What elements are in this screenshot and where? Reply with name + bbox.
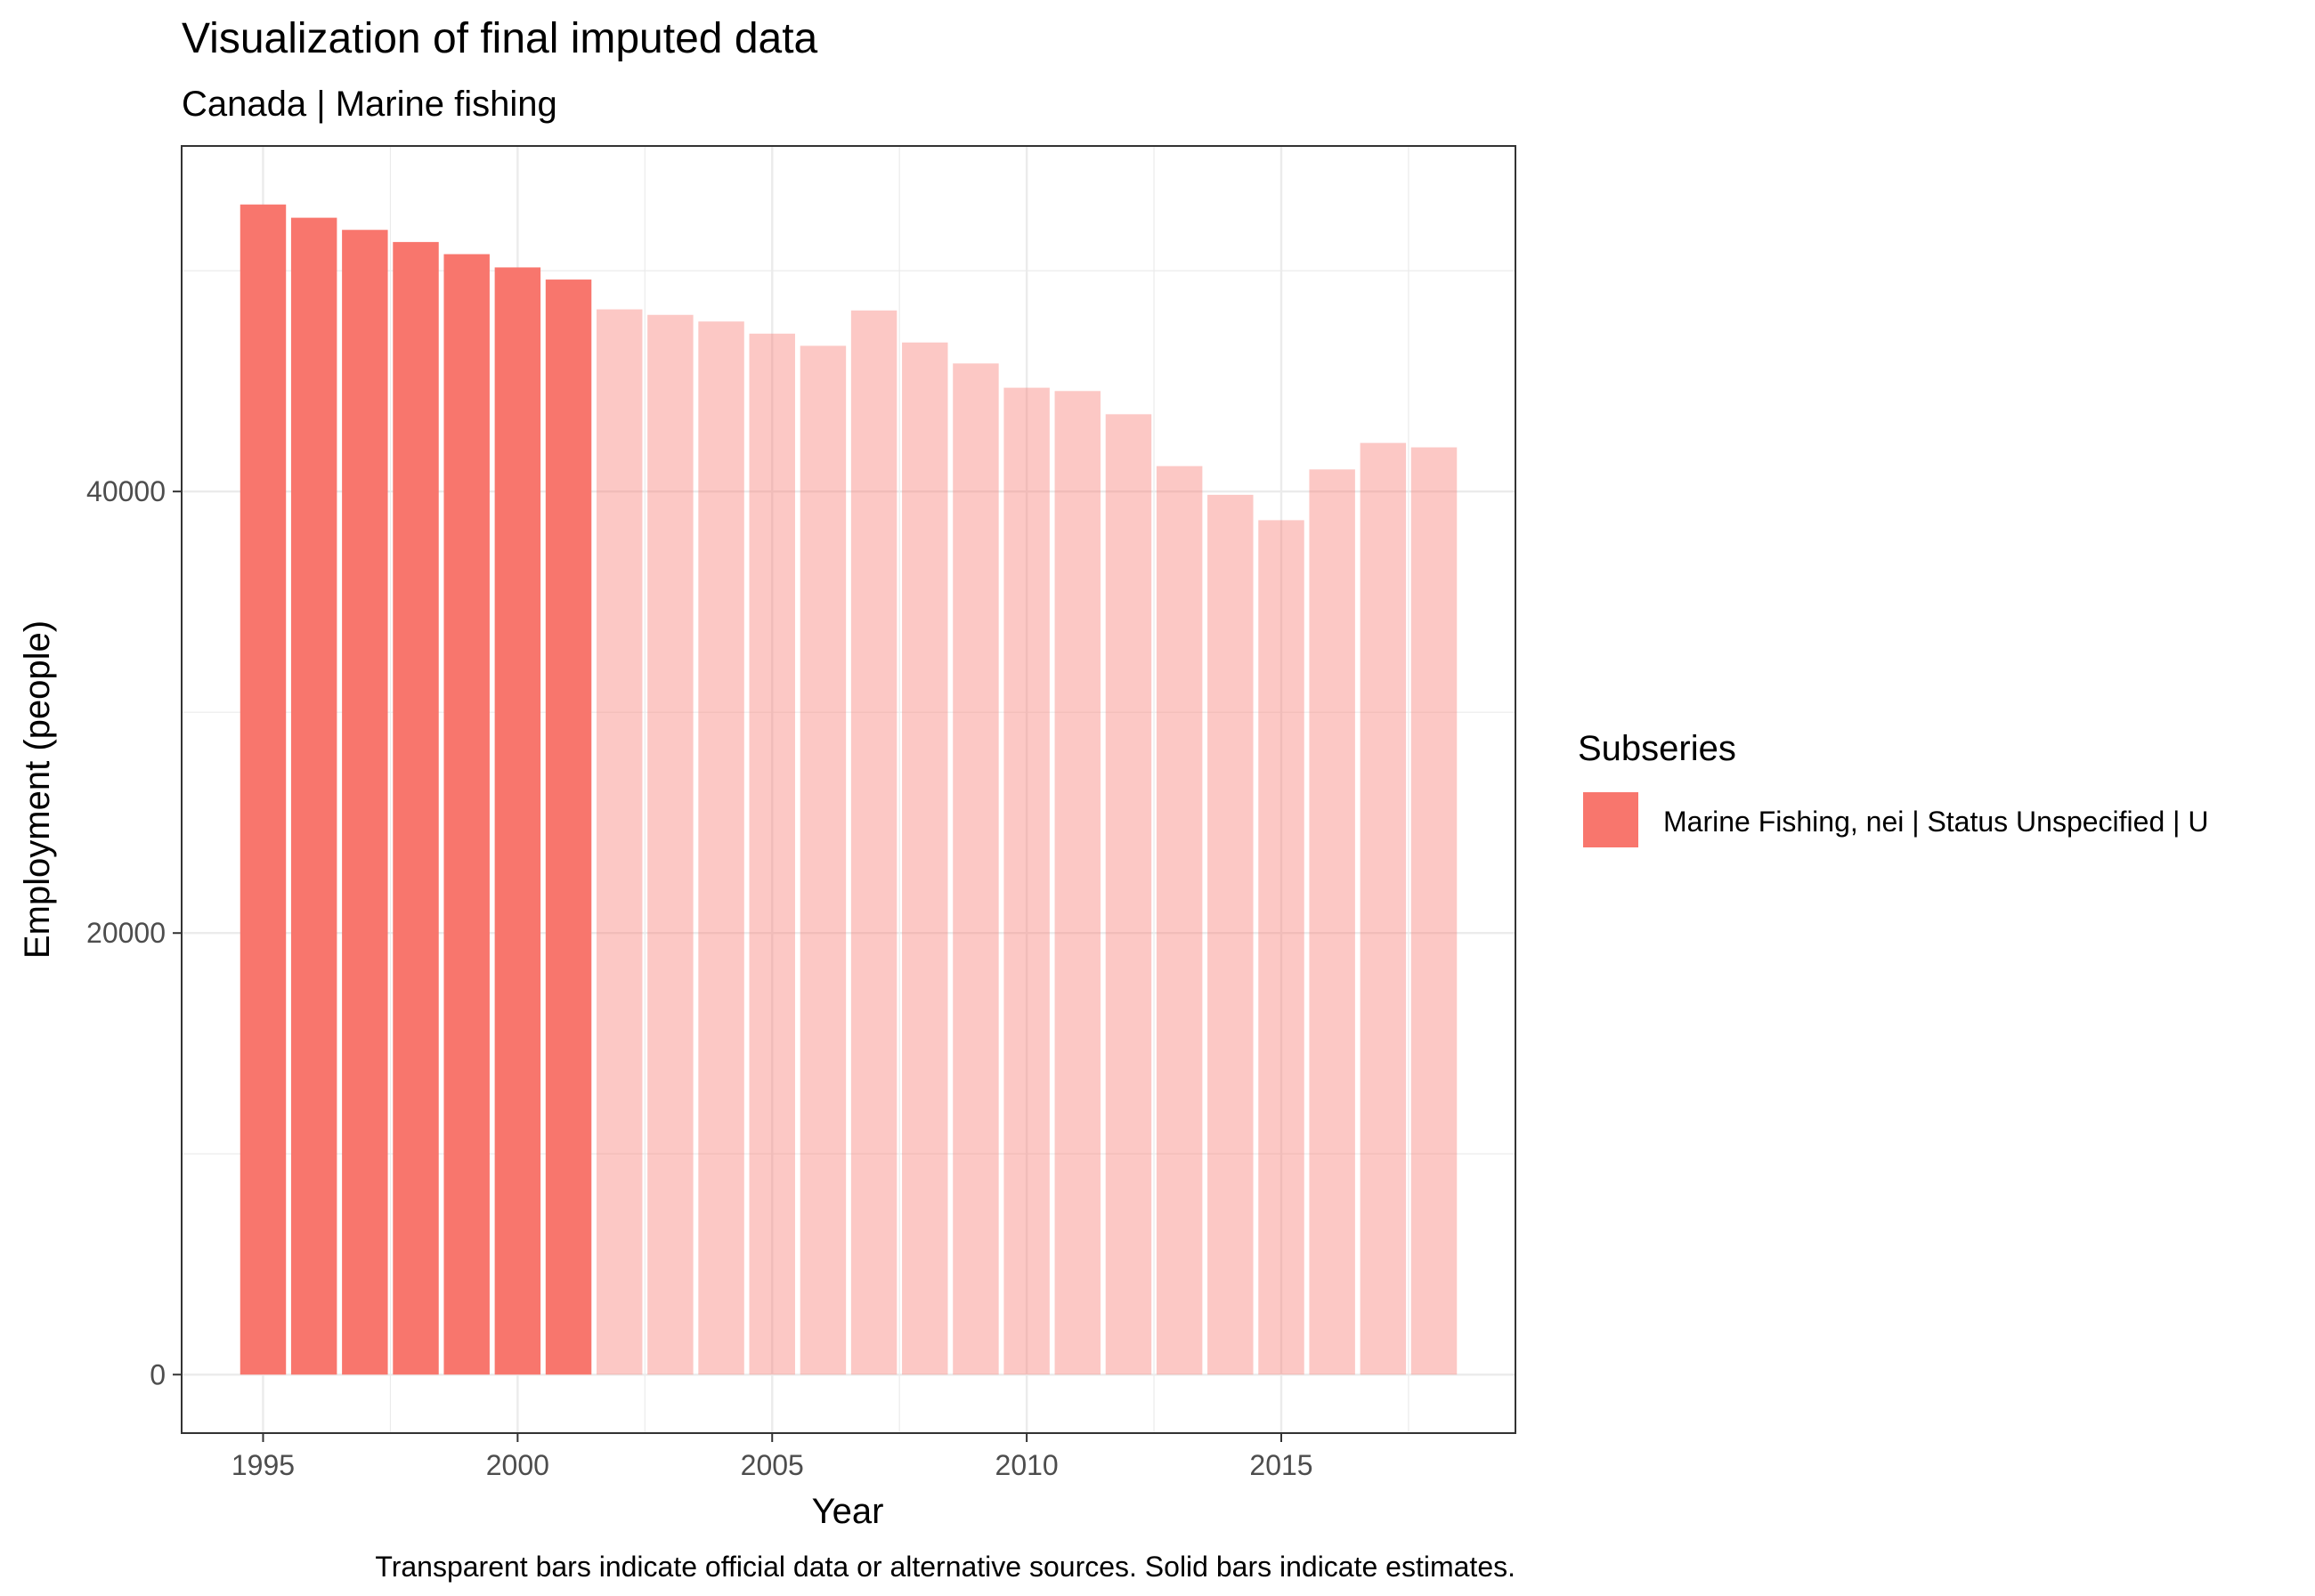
chart-subtitle: Canada | Marine fishing: [182, 85, 557, 124]
bar-2018: [1410, 447, 1458, 1375]
bar-2017: [1360, 442, 1407, 1375]
bar-1999: [443, 254, 490, 1375]
x-tick-label: 2005: [741, 1449, 804, 1481]
bar-2004: [698, 321, 744, 1375]
y-tick-label: 40000: [86, 475, 166, 507]
bar-1997: [342, 230, 388, 1375]
bars: [240, 204, 1458, 1375]
bar-2016: [1309, 469, 1355, 1375]
bar-2008: [902, 342, 948, 1375]
bar-2006: [800, 345, 847, 1375]
y-axis-title: Employment (people): [18, 620, 57, 959]
legend-title: Subseries: [1578, 729, 1736, 768]
bar-2009: [953, 363, 999, 1375]
y-tick-label: 20000: [86, 917, 166, 949]
x-tick-label: 2015: [1249, 1449, 1312, 1481]
bar-1995: [240, 204, 287, 1375]
chart-title: Visualization of final imputed data: [182, 15, 818, 62]
legend-key-swatch: [1583, 792, 1638, 847]
bar-2012: [1105, 414, 1152, 1375]
chart-caption: Transparent bars indicate official data …: [375, 1551, 1515, 1583]
bar-2003: [647, 314, 694, 1375]
bar-2007: [850, 310, 898, 1375]
legend-entry-label: Marine Fishing, nei | Status Unspecified…: [1663, 806, 2208, 838]
x-tick-label: 2000: [486, 1449, 549, 1481]
bar-2002: [596, 309, 643, 1375]
bar-1998: [393, 241, 439, 1375]
plot-panel: [181, 145, 1516, 1434]
legend: Subseries Marine Fishing, nei | Status U…: [1578, 729, 2208, 847]
bar-2000: [494, 267, 541, 1375]
bar-2010: [1003, 387, 1050, 1375]
bar-2001: [545, 280, 592, 1375]
bar-2014: [1207, 494, 1254, 1375]
bar-2013: [1156, 466, 1203, 1375]
y-tick-label: 0: [150, 1358, 166, 1390]
bar-1996: [290, 217, 337, 1375]
bar-2005: [749, 333, 795, 1375]
panel-border: [181, 145, 1516, 1434]
y-axis: 0 20000 40000: [86, 475, 182, 1390]
x-tick-label: 1995: [232, 1449, 295, 1481]
bar-2011: [1054, 391, 1101, 1375]
bar-2015: [1258, 520, 1304, 1375]
x-axis-title: Year: [812, 1492, 884, 1531]
x-tick-label: 2010: [995, 1449, 1059, 1481]
x-axis: 1995 2000 2005 2010 2015: [232, 1433, 1313, 1481]
